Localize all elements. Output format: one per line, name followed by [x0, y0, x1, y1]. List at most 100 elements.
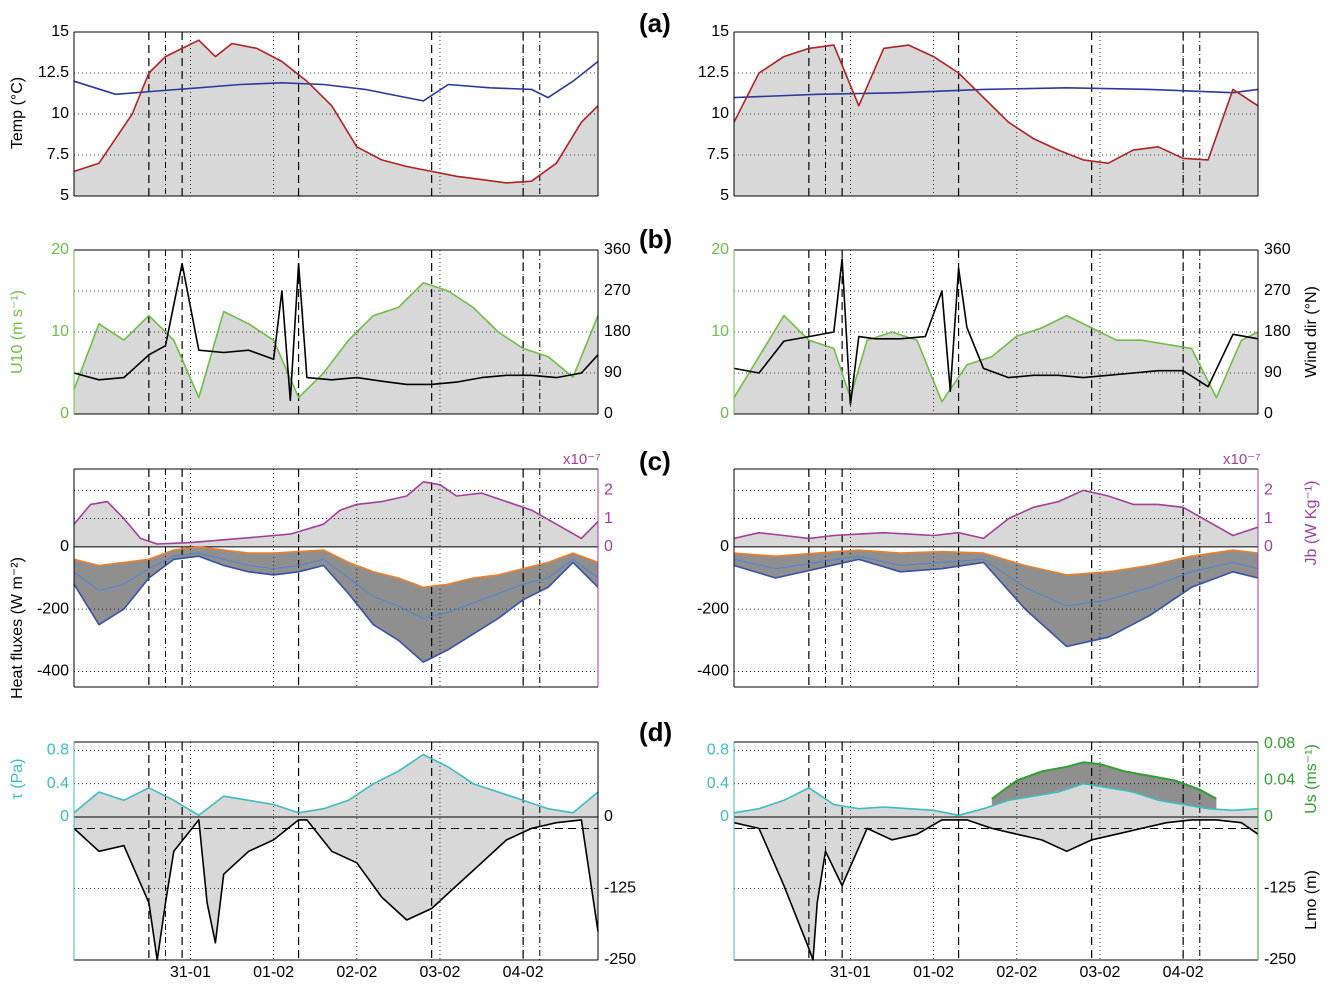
exponent-label-left: x10⁻⁷	[563, 451, 601, 468]
air-temp-fill	[74, 40, 598, 197]
left-tick-label-5: 5	[720, 187, 729, 204]
right-tick-label--250: -250	[604, 951, 636, 968]
right-tick-label-0: 0	[604, 808, 613, 825]
left-tick-label--200: -200	[697, 600, 729, 617]
lmo-line	[73, 819, 599, 961]
x-tick-label-4: 03-02	[1080, 964, 1121, 981]
left-tick-label-10: 10	[711, 105, 729, 122]
tau-fill	[74, 754, 598, 817]
chart-b-right: 0 10 20 0 90 180 270 360	[711, 241, 1291, 422]
left-tick-label-10: 10	[711, 323, 729, 340]
left-tick-label-0: 0	[60, 808, 69, 825]
panel-label-c: (c)	[639, 446, 671, 476]
right-tick-label-1: 1	[1264, 510, 1273, 527]
axis-label-us: Us (ms⁻¹)	[1303, 744, 1320, 814]
u10-fill	[74, 282, 598, 414]
tau-line	[733, 782, 1259, 817]
right-tick-label--125: -125	[1264, 880, 1296, 897]
sensible-flux-line	[73, 546, 599, 589]
plot-layer: 57.51012.51557.51012.5150102009018027036…	[37, 23, 1296, 981]
axis-label-u10: U10 (m s⁻¹)	[9, 290, 26, 374]
u10-line	[733, 314, 1259, 403]
axis-label-lmo: Lmo (m)	[1303, 870, 1320, 930]
tau-line	[73, 753, 599, 817]
right-tick-label-180: 180	[1264, 323, 1291, 340]
right-tick-label-180: 180	[604, 323, 631, 340]
exponent-label-right: x10⁻⁷	[1223, 451, 1261, 468]
left-tick-label-20: 20	[51, 241, 69, 258]
left-tick-label-15: 15	[51, 23, 69, 40]
left-tick-label-0: 0	[720, 808, 729, 825]
left-tick-label-12.5: 12.5	[38, 64, 69, 81]
right-tick-label-0.08: 0.08	[1264, 735, 1295, 752]
panel-label-a: (a)	[639, 8, 671, 38]
left-tick-label-20: 20	[711, 241, 729, 258]
net-heat-flux-line	[73, 555, 599, 663]
right-tick-label-360: 360	[1264, 241, 1291, 258]
right-tick-label-2: 2	[604, 482, 613, 499]
lmo-fill	[74, 817, 598, 960]
right-tick-label-1: 1	[604, 510, 613, 527]
left-tick-label-0.4: 0.4	[47, 775, 69, 792]
right-tick-label-270: 270	[1264, 282, 1291, 299]
us-tau-band	[991, 762, 1217, 810]
axis-label-temp: Temp (°C)	[9, 77, 26, 149]
right-tick-label-90: 90	[604, 364, 622, 381]
right-tick-label-0.04: 0.04	[1264, 772, 1295, 789]
left-tick-label-0: 0	[60, 538, 69, 555]
water-temp-line	[73, 60, 599, 102]
x-tick-label-3: 02-02	[996, 964, 1037, 981]
chart-c-left: -400 -200 0 0 1 2	[37, 468, 613, 688]
air-temp-line	[733, 44, 1259, 164]
left-tick-label-12.5: 12.5	[698, 64, 729, 81]
left-tick-label-0: 0	[720, 538, 729, 555]
x-tick-label-5: 04-02	[1163, 964, 1204, 981]
air-temp-line	[73, 39, 599, 184]
heat-flux-band	[74, 546, 598, 663]
left-tick-label-10: 10	[51, 105, 69, 122]
right-tick-label-360: 360	[604, 241, 631, 258]
sensible-flux-line	[733, 549, 1259, 576]
panel-label-b: (b)	[639, 224, 672, 254]
panel-label-d: (d)	[639, 717, 672, 747]
u10-line	[73, 281, 599, 399]
x-tick-label-1: 31-01	[170, 964, 211, 981]
latent-flux-line	[733, 555, 1259, 607]
jb-line	[733, 489, 1259, 540]
x-tick-label-4: 03-02	[420, 964, 461, 981]
x-tick-label-5: 04-02	[503, 964, 544, 981]
left-tick-label-7.5: 7.5	[707, 146, 729, 163]
wind-dir-line	[733, 258, 1259, 406]
x-tick-label-1: 31-01	[830, 964, 871, 981]
right-tick-label--125: -125	[604, 880, 636, 897]
axis-label-tau: τ (Pa)	[9, 759, 26, 800]
right-tick-label-2: 2	[1264, 482, 1273, 499]
left-tick-label--400: -400	[37, 663, 69, 680]
chart-d-left: 0 0.4 0.8 -250 -125 0 31-01 01-02 02-02 03-02 04-0…	[47, 741, 636, 981]
left-tick-label-0: 0	[60, 405, 69, 422]
right-tick-label-0: 0	[1264, 808, 1273, 825]
left-tick-label--400: -400	[697, 663, 729, 680]
jb-fill	[734, 490, 1258, 547]
water-temp-line	[733, 87, 1259, 99]
axis-label-heat-fluxes: Heat fluxes (W m⁻²)	[9, 557, 26, 699]
right-tick-label-0: 0	[1264, 405, 1273, 422]
left-tick-label-5: 5	[60, 187, 69, 204]
chart-c-right: -400 -200 0 0 1 2	[697, 468, 1273, 688]
left-tick-label-0: 0	[720, 405, 729, 422]
right-tick-label-0: 0	[604, 538, 613, 555]
right-tick-label--250: -250	[1264, 951, 1296, 968]
right-tick-label-90: 90	[1264, 364, 1282, 381]
left-tick-label-7.5: 7.5	[47, 146, 69, 163]
chart-a-right: 5 7.5 10 12.5 15	[698, 23, 1259, 204]
latent-flux-line	[73, 552, 599, 620]
left-tick-label-0.4: 0.4	[707, 775, 729, 792]
us-line	[991, 761, 1217, 800]
chart-a-left: 5 7.5 10 12.5 15	[38, 23, 599, 204]
u10-fill	[734, 315, 1258, 414]
left-tick-label-10: 10	[51, 323, 69, 340]
heat-flux-band	[734, 550, 1258, 647]
x-tick-label-2: 01-02	[253, 964, 294, 981]
left-tick-label--200: -200	[37, 600, 69, 617]
wind-dir-line	[73, 262, 599, 402]
